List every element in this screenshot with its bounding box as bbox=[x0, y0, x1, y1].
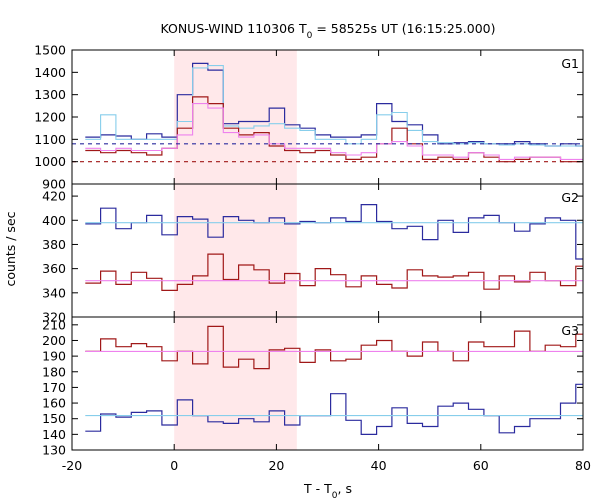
series-series-low-line bbox=[85, 96, 583, 163]
panel-frame bbox=[71, 49, 584, 185]
y-tick-label: 360 bbox=[42, 261, 66, 276]
y-tick-label: 1300 bbox=[34, 87, 66, 102]
chart-title-main: KONUS-WIND 110306 T bbox=[160, 21, 306, 36]
y-tick-label: 420 bbox=[42, 189, 66, 204]
y-tick-label: 190 bbox=[42, 349, 66, 364]
y-tick-label: 160 bbox=[42, 396, 66, 411]
x-axis-label-rest: , s bbox=[338, 481, 352, 496]
x-axis-label-subscript: 0 bbox=[332, 491, 338, 500]
y-tick-label: 200 bbox=[42, 333, 66, 348]
y-tick-label: 1000 bbox=[34, 154, 66, 169]
x-tick-label: 40 bbox=[371, 458, 387, 473]
panel-label: G3 bbox=[561, 323, 579, 338]
x-tick-label: 60 bbox=[473, 458, 489, 473]
series-series-low-line bbox=[85, 253, 583, 291]
y-tick-label: 320 bbox=[42, 310, 66, 325]
shaded-interval bbox=[174, 184, 297, 317]
plot-area: 900100011001200130014001500G132034036038… bbox=[34, 43, 591, 474]
panel-label: G2 bbox=[561, 190, 579, 205]
series-series-high-line bbox=[85, 204, 583, 260]
shaded-interval bbox=[174, 317, 297, 450]
panel-frame bbox=[71, 183, 584, 318]
y-tick-label: 1500 bbox=[34, 43, 66, 58]
chart-title-rest: = 58525s UT (16:15:25.000) bbox=[312, 21, 495, 36]
panel-g2: 320 340 360 380 400 420 G2 bbox=[42, 183, 584, 325]
y-tick-label: 150 bbox=[42, 411, 66, 426]
series-series-low-line bbox=[85, 325, 583, 370]
panel-g1: 900 1000 1100 1200 1300 1400 1500 G1 bbox=[34, 43, 584, 192]
series-series-high-line bbox=[85, 383, 583, 435]
chart-title: KONUS-WIND 110306 T0 = 58525s UT (16:15:… bbox=[160, 21, 495, 41]
chart-title-subscript: 0 bbox=[307, 31, 313, 41]
y-tick-label: 130 bbox=[42, 443, 66, 458]
y-tick-label: 180 bbox=[42, 364, 66, 379]
panel-frame bbox=[71, 316, 584, 451]
panel-label: G1 bbox=[561, 56, 579, 71]
x-axis-label: T - T0, s bbox=[303, 481, 352, 500]
y-tick-label: 210 bbox=[42, 317, 66, 332]
x-tick-label: -20 bbox=[62, 458, 82, 473]
x-tick-label: 20 bbox=[268, 458, 284, 473]
y-tick-label: 900 bbox=[42, 177, 66, 192]
x-axis-label-main: T - T bbox=[303, 481, 332, 496]
series-fit-low-line bbox=[85, 103, 583, 160]
y-tick-label: 170 bbox=[42, 380, 66, 395]
y-tick-label: 1400 bbox=[34, 65, 66, 80]
y-tick-label: 1100 bbox=[34, 132, 66, 147]
x-tick-label: 0 bbox=[170, 458, 178, 473]
y-tick-label: 380 bbox=[42, 237, 66, 252]
y-tick-label: 1200 bbox=[34, 110, 66, 125]
y-tick-label: 140 bbox=[42, 427, 66, 442]
y-axis-label: counts / sec bbox=[3, 211, 18, 286]
y-tick-label: 400 bbox=[42, 213, 66, 228]
y-tick-label: 340 bbox=[42, 285, 66, 300]
x-tick-label: 80 bbox=[575, 458, 591, 473]
series-series-high-line bbox=[85, 62, 583, 147]
